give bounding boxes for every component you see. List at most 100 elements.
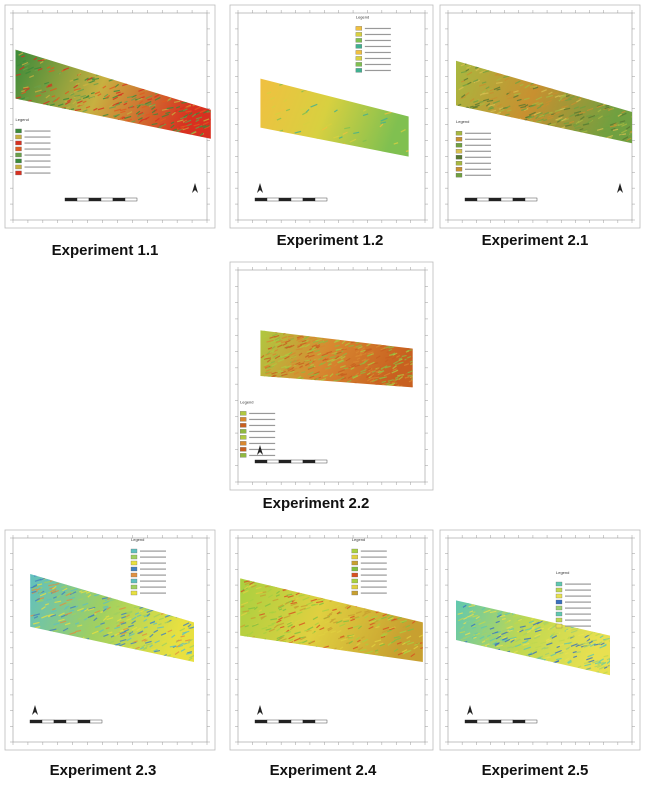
legend-title: Legend <box>556 570 569 575</box>
legend-text-placeholder <box>465 151 491 152</box>
legend-text-placeholder <box>25 154 51 155</box>
legend-text-placeholder <box>465 133 491 134</box>
scale-bar-segment <box>303 720 315 723</box>
legend-text-placeholder <box>565 584 591 585</box>
legend-title: Legend <box>16 117 29 122</box>
scale-bar-segment <box>54 720 66 723</box>
legend-swatch <box>16 141 22 145</box>
legend-text-placeholder <box>361 569 387 570</box>
legend-swatch <box>131 549 137 553</box>
legend-text-placeholder <box>365 52 391 53</box>
scale-bar-segment <box>101 198 113 201</box>
map-panel: Legend <box>5 530 215 750</box>
scale-bar-segment <box>90 720 102 723</box>
scale-bar-segment <box>501 198 513 201</box>
scale-bar-segment <box>303 460 315 463</box>
legend-text-placeholder <box>365 46 391 47</box>
legend-text-placeholder <box>25 136 51 137</box>
legend-swatch <box>556 612 562 616</box>
legend-swatch <box>352 555 358 559</box>
legend-text-placeholder <box>140 575 166 576</box>
scale-bar-segment <box>465 720 477 723</box>
legend-swatch <box>456 173 462 177</box>
legend-text-placeholder <box>565 620 591 621</box>
legend-swatch <box>356 38 362 42</box>
legend-swatch <box>456 131 462 135</box>
scale-bar-segment <box>78 720 90 723</box>
legend-swatch <box>456 155 462 159</box>
scale-bar-segment <box>279 198 291 201</box>
legend-swatch <box>240 423 246 427</box>
scale-bar-segment <box>125 198 137 201</box>
legend-text-placeholder <box>565 590 591 591</box>
legend-swatch <box>356 32 362 36</box>
legend-swatch <box>240 435 246 439</box>
scale-bar-segment <box>465 198 477 201</box>
legend-text-placeholder <box>140 563 166 564</box>
legend-swatch <box>556 588 562 592</box>
panel-caption: Experiment 2.2 <box>263 495 370 512</box>
legend-text-placeholder <box>249 425 275 426</box>
legend-swatch <box>131 561 137 565</box>
scale-bar-segment <box>267 198 279 201</box>
legend-swatch <box>240 441 246 445</box>
legend-swatch <box>352 567 358 571</box>
scale-bar-segment <box>315 720 327 723</box>
legend-text-placeholder <box>249 455 275 456</box>
panel-caption: Experiment 1.1 <box>52 242 159 259</box>
legend-text-placeholder <box>565 596 591 597</box>
panel-caption: Experiment 1.2 <box>277 232 384 249</box>
legend-swatch <box>16 135 22 139</box>
legend-swatch <box>240 429 246 433</box>
legend-text-placeholder <box>365 28 391 29</box>
legend-text-placeholder <box>361 575 387 576</box>
map-panel: Legend <box>440 530 640 750</box>
legend-swatch <box>456 137 462 141</box>
map-panel: Legend <box>440 5 640 228</box>
legend-title: Legend <box>456 119 469 124</box>
legend-swatch <box>131 555 137 559</box>
legend-text-placeholder <box>249 443 275 444</box>
legend-text-placeholder <box>25 148 51 149</box>
legend-text-placeholder <box>565 626 591 627</box>
scale-bar-segment <box>255 460 267 463</box>
panel-caption: Experiment 2.1 <box>482 232 589 249</box>
legend-text-placeholder <box>361 551 387 552</box>
legend-swatch <box>356 26 362 30</box>
legend-text-placeholder <box>361 593 387 594</box>
legend-swatch <box>556 618 562 622</box>
scale-bar-segment <box>489 720 501 723</box>
legend-swatch <box>556 594 562 598</box>
scale-bar-segment <box>477 720 489 723</box>
legend-text-placeholder <box>25 160 51 161</box>
legend-swatch <box>352 549 358 553</box>
legend-swatch <box>456 149 462 153</box>
scale-bar-segment <box>267 460 279 463</box>
legend-text-placeholder <box>565 608 591 609</box>
scale-bar-segment <box>291 198 303 201</box>
scale-bar-segment <box>513 198 525 201</box>
scale-bar-segment <box>501 720 513 723</box>
legend-swatch <box>131 567 137 571</box>
legend-swatch <box>240 453 246 457</box>
legend-text-placeholder <box>565 602 591 603</box>
scale-bar-segment <box>279 720 291 723</box>
legend-swatch <box>556 624 562 628</box>
scale-bar-segment <box>279 460 291 463</box>
legend-swatch <box>131 585 137 589</box>
legend-title: Legend <box>131 537 144 542</box>
scale-bar-segment <box>113 198 125 201</box>
scale-bar-segment <box>267 720 279 723</box>
legend-text-placeholder <box>361 557 387 558</box>
legend-swatch <box>131 579 137 583</box>
scale-bar-segment <box>255 720 267 723</box>
scale-bar-segment <box>291 720 303 723</box>
scale-bar-segment <box>291 460 303 463</box>
legend-swatch <box>352 591 358 595</box>
legend-text-placeholder <box>249 413 275 414</box>
scale-bar-segment <box>315 460 327 463</box>
legend-text-placeholder <box>361 581 387 582</box>
legend-text-placeholder <box>249 437 275 438</box>
legend-text-placeholder <box>465 175 491 176</box>
